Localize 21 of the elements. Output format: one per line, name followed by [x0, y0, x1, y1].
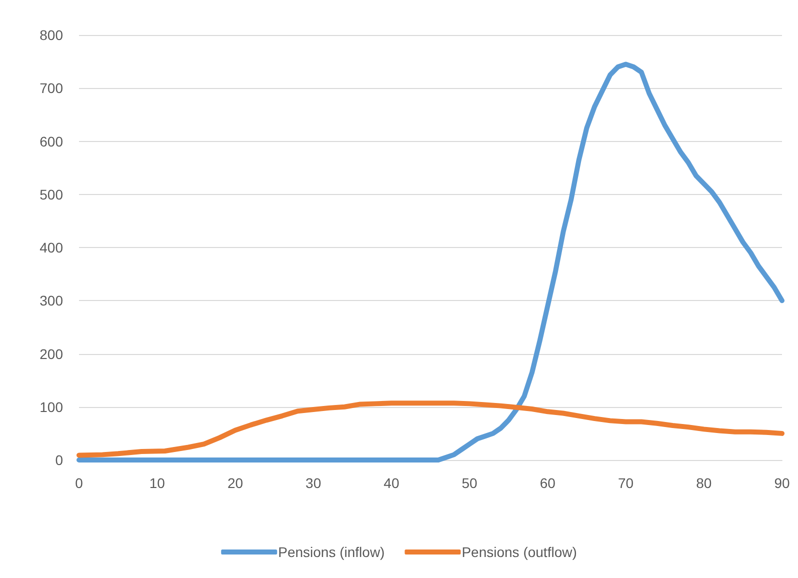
y-tick-label: 300 — [40, 292, 64, 309]
x-tick-label: 50 — [462, 475, 478, 491]
x-tick-label: 60 — [540, 475, 556, 491]
x-tick-label: 30 — [306, 475, 322, 491]
y-tick-label: 600 — [40, 133, 64, 150]
x-tick-label: 80 — [696, 475, 712, 491]
y-tick-label: 700 — [40, 80, 64, 96]
y-tick-label: 800 — [40, 27, 64, 43]
legend-label: Pensions (inflow) — [278, 544, 385, 560]
y-tick-label: 500 — [40, 186, 64, 202]
y-tick-label: 0 — [55, 452, 64, 468]
y-tick-label: 100 — [40, 398, 64, 415]
y-tick-label: 400 — [40, 240, 64, 256]
x-tick-label: 10 — [149, 475, 166, 491]
y-tick-label: 200 — [40, 346, 64, 362]
x-tick-label: 70 — [618, 475, 634, 491]
legend-label: Pensions (outflow) — [462, 544, 577, 560]
x-tick-label: 0 — [75, 475, 84, 491]
x-tick-label: 90 — [774, 475, 790, 491]
x-tick-label: 20 — [227, 475, 244, 491]
x-tick-label: 40 — [384, 475, 400, 491]
